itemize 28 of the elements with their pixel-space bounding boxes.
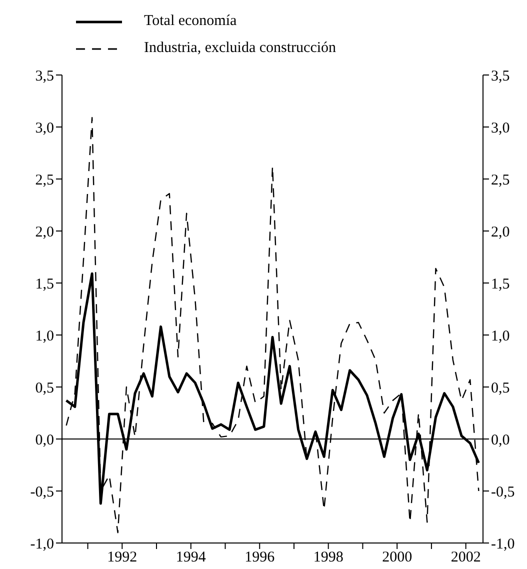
y-tick-label: -0,5 [30, 484, 54, 500]
y-tick-label: 1,5 [35, 276, 54, 292]
y2-tick-label: 3,0 [491, 120, 510, 136]
y2-tick-label: 0,5 [491, 380, 510, 396]
y2-tick-label: 3,5 [491, 68, 510, 84]
x-tick-label: 2002 [450, 550, 481, 566]
x-tick-label: 1998 [313, 550, 344, 566]
y2-tick-label: 1,0 [491, 328, 510, 344]
y-tick-label: 0,0 [35, 432, 54, 448]
y-tick-label: -1,0 [30, 536, 54, 552]
x-tick-label: 2000 [382, 550, 412, 566]
legend-label: Total economía [144, 13, 237, 30]
y2-tick-label: 1,5 [491, 276, 510, 292]
y-tick-label: 0,5 [35, 380, 54, 396]
y2-tick-label: 2,5 [491, 172, 510, 188]
y-tick-label: 1,0 [35, 328, 54, 344]
x-tick-label: 1992 [107, 550, 138, 566]
legend-label: Industria, excluida construcción [144, 40, 336, 57]
y2-tick-label: 0,0 [491, 432, 510, 448]
y2-tick-label: 2,0 [491, 224, 510, 240]
y-tick-label: 3,0 [35, 120, 54, 136]
y-tick-label: 3,5 [35, 68, 54, 84]
y-tick-label: 2,5 [35, 172, 54, 188]
x-tick-label: 1996 [244, 550, 276, 566]
y-tick-label: 2,0 [35, 224, 54, 240]
x-tick-label: 1994 [176, 550, 206, 566]
y2-tick-label: -1,0 [491, 536, 515, 552]
y2-tick-label: -0,5 [491, 484, 515, 500]
